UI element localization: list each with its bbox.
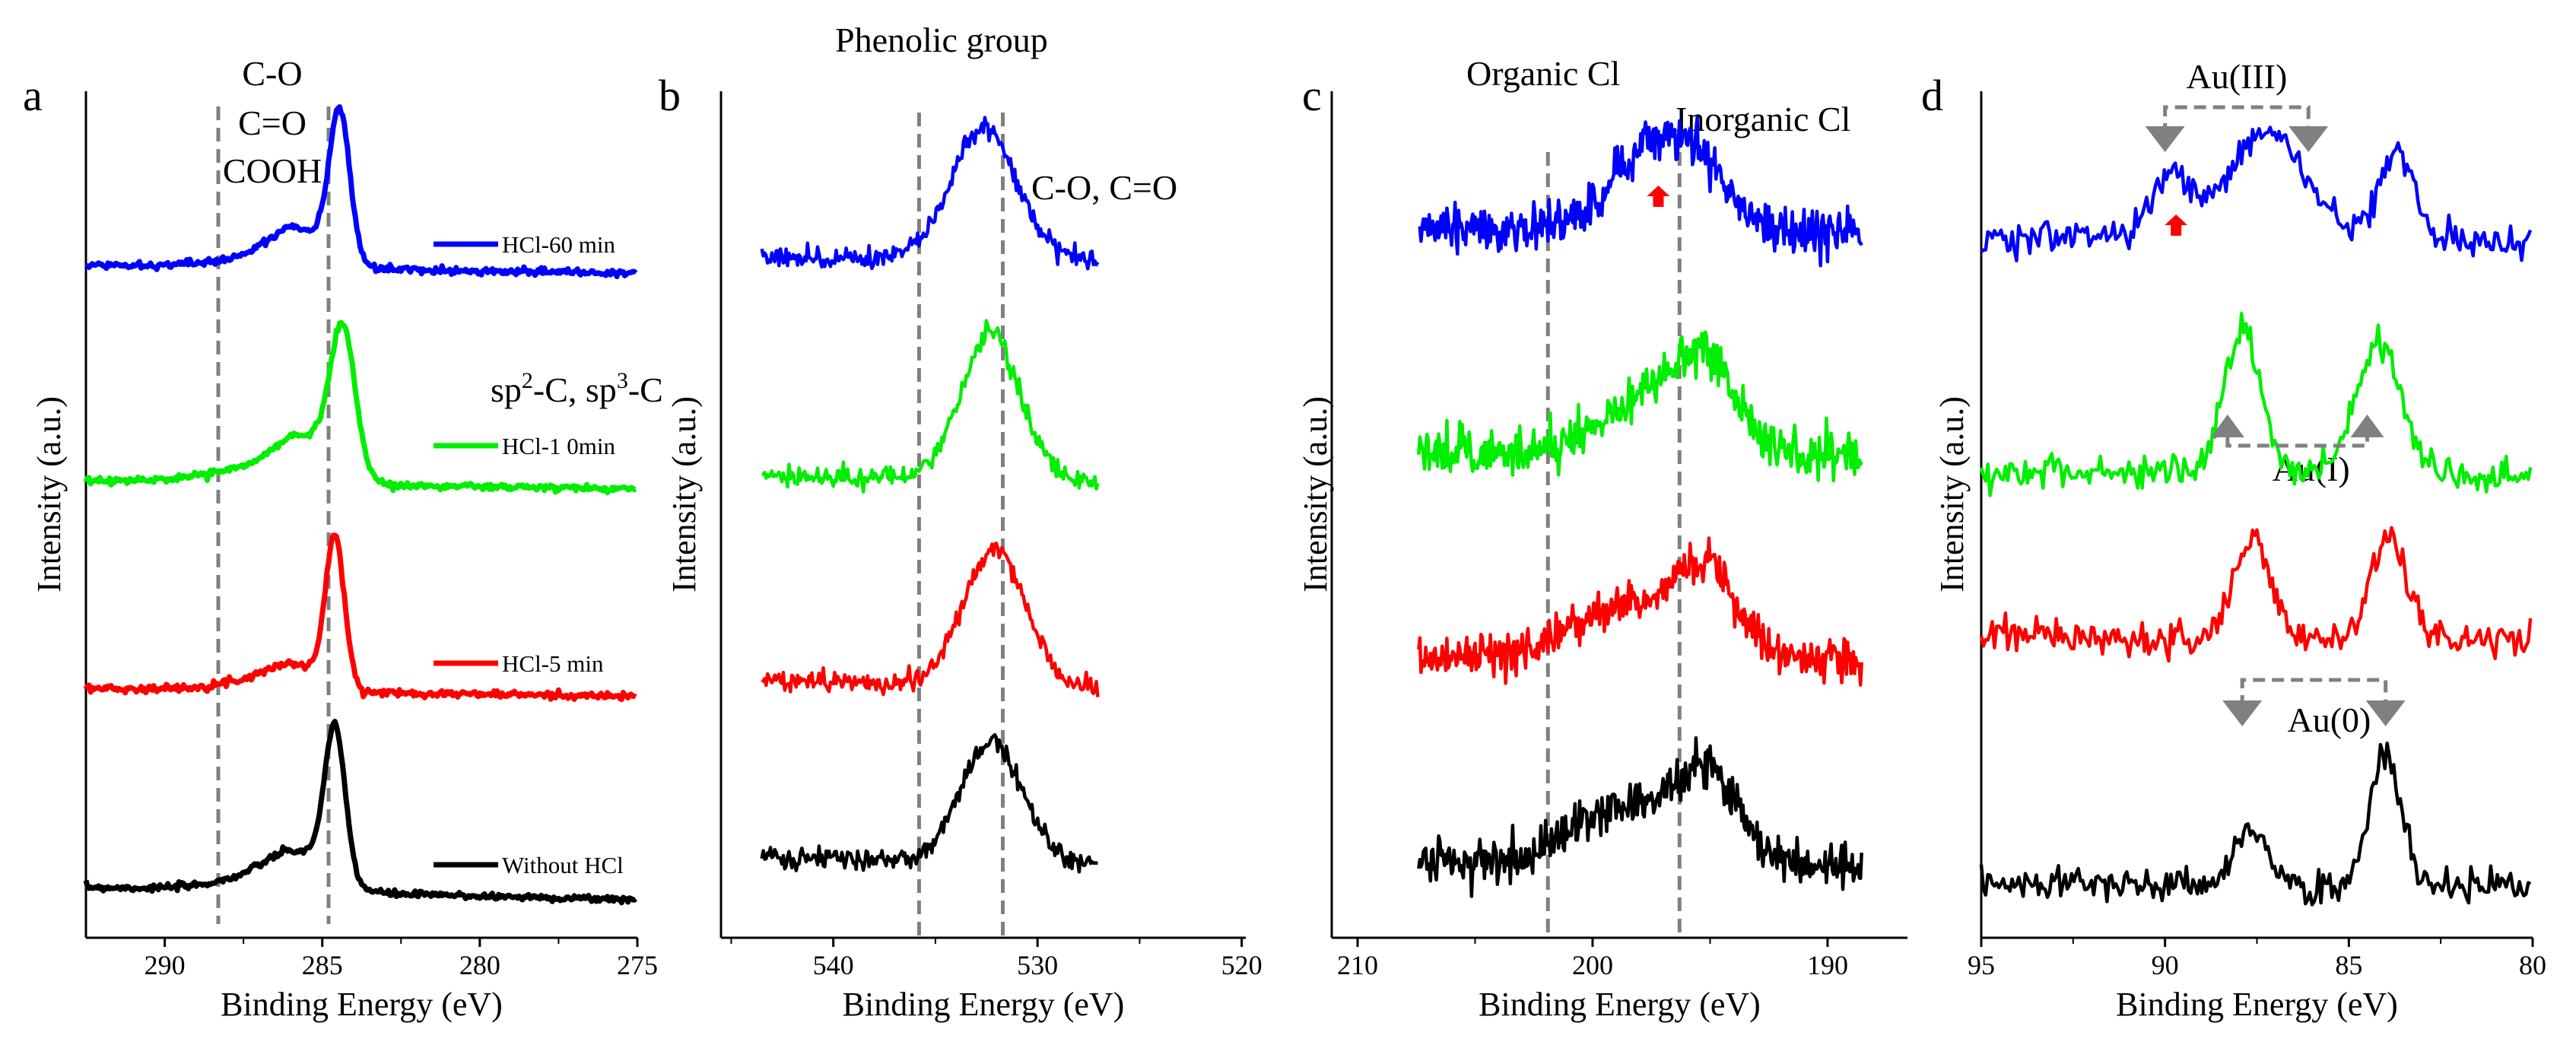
series-line-d-without-hcl [1979,742,2532,907]
annotation-c-o-c-eq-o: C-O, C=O [1031,168,1177,207]
series-line-a-without-hcl [83,719,637,906]
x-tick-label-d: 90 [2152,950,2179,980]
series-line-c-without-hcl [1417,736,1863,898]
series-line-a-hcl-5-min [83,532,637,703]
panel-letter-d: d [1921,71,1943,120]
x-tick-label-d: 80 [2519,950,2546,980]
panel-letter-b: b [659,71,681,120]
y-axis-label-b: Intensity (a.u.) [665,396,703,592]
legend-label: Without HCl [502,852,624,878]
series-line-a-hcl-60-min [84,104,638,280]
panel-letter-a: a [23,71,43,120]
x-tick-label-a: 290 [145,950,186,980]
x-axis-label-d: Binding Energy (eV) [2116,986,2398,1023]
x-tick-label-a: 280 [459,950,500,980]
x-tick-label-b: 520 [1221,950,1263,980]
series-line-b-hcl-1-0min [761,319,1100,494]
series-line-c-hcl-5-min [1417,536,1863,687]
annotation-au-iii: Au(III) [2187,57,2288,96]
annotation-cooh: COOH [223,151,322,190]
x-tick-label-d: 85 [2335,950,2362,980]
series-line-c-hcl-60-min [1418,116,1863,268]
y-axis-label-a: Intensity (a.u.) [30,396,68,592]
series-line-b-hcl-60-min [760,116,1100,271]
red-up-arrow-icon [1647,186,1670,207]
legend-label: HCl-1 0min [502,433,615,459]
x-tick-label-a: 275 [617,950,658,980]
x-axis-label-b: Binding Energy (eV) [843,986,1125,1023]
arrow-up-icon [2350,415,2384,437]
annotation-c-eq-o: C=O [238,103,307,142]
y-axis-label-d: Intensity (a.u.) [1933,396,1971,592]
au-iii-bracket [2163,105,2311,135]
x-tick-label-b: 540 [813,950,854,980]
series-line-a-hcl-1-0min [83,319,637,496]
annotation-c-o: C-O [242,54,302,93]
series-line-b-without-hcl [760,732,1098,874]
x-tick-label-b: 530 [1017,950,1058,980]
series-line-d-hcl-60-min [1980,125,2533,262]
x-axis-label-c: Binding Energy (eV) [1479,986,1761,1023]
x-tick-label-c: 210 [1337,950,1378,980]
x-tick-label-d: 95 [1968,950,1995,980]
y-axis-label-c: Intensity (a.u.) [1297,396,1334,592]
annotation-organic-cl: Organic Cl [1466,54,1620,93]
x-tick-label-a: 285 [302,950,343,980]
series-line-b-hcl-5-min [761,542,1100,697]
annotation-inorganic-cl: Inorganic Cl [1676,100,1850,138]
legend-label: HCl-60 min [502,231,615,258]
au-0-bracket [2240,678,2388,707]
x-tick-label-c: 200 [1572,950,1613,980]
series-line-d-hcl-1-0min [1979,312,2533,497]
arrow-down-icon [2222,700,2263,726]
series-line-d-hcl-5-min [1979,526,2533,663]
red-up-arrow-icon [2165,214,2188,236]
annotation-au-0: Au(0) [2287,700,2371,739]
panel-letter-c: c [1302,71,1322,120]
arrow-up-icon [2210,415,2244,437]
au-i-bracket [2225,437,2369,448]
arrow-down-icon [2289,126,2329,152]
annotation-sp-carbon: sp2-C, sp3-C [491,368,663,409]
arrow-down-icon [2365,700,2406,726]
annotation-phenolic-group: Phenolic group [835,21,1048,59]
legend-label: HCl-5 min [502,650,604,677]
x-tick-label-c: 190 [1807,950,1848,980]
x-axis-label-a: Binding Energy (eV) [221,986,503,1023]
arrow-down-icon [2145,126,2185,152]
series-line-c-hcl-1-0min [1417,330,1863,483]
